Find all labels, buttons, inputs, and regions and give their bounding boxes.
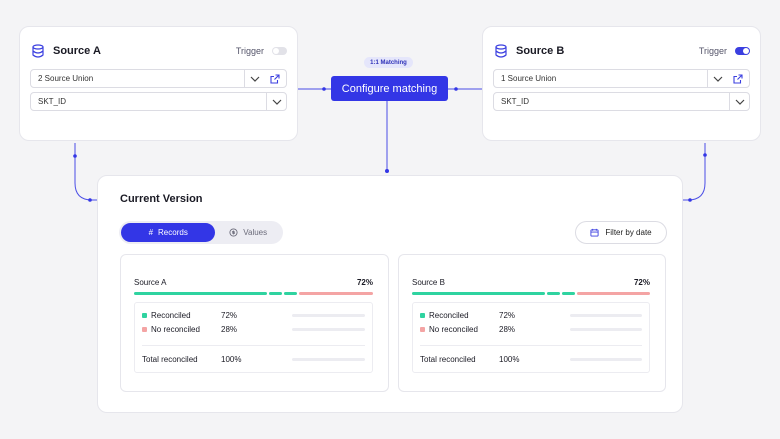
row-value: 28% — [221, 324, 238, 334]
total-label: Total reconciled — [142, 354, 198, 364]
row-track — [292, 313, 365, 317]
row-value: 28% — [499, 324, 516, 334]
chevron-down-icon[interactable] — [707, 70, 727, 87]
source-a-title: Source A — [53, 45, 101, 57]
stats-row: Reconciled 72% — [135, 309, 372, 321]
dataset-select[interactable]: 2 Source Union — [30, 69, 287, 88]
dataset-select[interactable]: 1 Source Union — [493, 69, 750, 88]
source-a-card: Source A Trigger 2 Source Union SKT_ID — [19, 26, 298, 141]
source-a-panel: Source A 72% Reconciled 72% No reconcile… — [120, 254, 389, 392]
current-version-card: Current Version # Records Values Filter … — [97, 175, 683, 413]
chevron-down-icon[interactable] — [244, 70, 264, 87]
chevron-down-icon[interactable] — [729, 93, 749, 110]
key-value: SKT_ID — [38, 97, 67, 106]
divider — [142, 345, 365, 346]
calendar-icon — [590, 228, 599, 237]
row-label: Reconciled — [151, 310, 191, 320]
panel-title: Source A — [134, 278, 167, 287]
panel-title: Source B — [412, 278, 445, 287]
database-icon — [495, 44, 507, 58]
view-toggle: # Records Values — [119, 221, 283, 244]
bar-segment-not-reconciled — [577, 292, 650, 295]
stats-row: Reconciled 72% — [413, 309, 649, 321]
tab-values[interactable]: Values — [215, 223, 281, 242]
bar-segment-reconciled — [562, 292, 575, 295]
stats-row: No reconciled 28% — [135, 323, 372, 335]
source-b-panel: Source B 72% Reconciled 72% No reconcile… — [398, 254, 666, 392]
reconciled-dot — [420, 312, 425, 318]
reconciliation-bar — [134, 292, 373, 295]
tab-values-label: Values — [243, 228, 268, 237]
coin-icon — [229, 228, 238, 237]
row-track — [292, 357, 365, 361]
page-title: Current Version — [120, 193, 203, 205]
source-b-title: Source B — [516, 45, 565, 57]
bar-segment-not-reconciled — [299, 292, 373, 295]
row-label: Reconciled — [429, 310, 469, 320]
total-value: 100% — [221, 354, 242, 364]
row-track — [570, 313, 642, 317]
not-reconciled-dot — [142, 326, 147, 332]
stats-row: No reconciled 28% — [413, 323, 649, 335]
filter-label: Filter by date — [605, 228, 652, 237]
trigger-label: Trigger — [235, 46, 264, 56]
row-label: No reconciled — [151, 324, 200, 334]
total-label: Total reconciled — [420, 354, 476, 364]
divider — [420, 345, 642, 346]
external-link-icon[interactable] — [264, 70, 286, 87]
row-track — [570, 327, 642, 331]
external-link-icon[interactable] — [727, 70, 749, 87]
bar-segment-reconciled — [134, 292, 267, 295]
row-value: 72% — [499, 310, 516, 320]
panel-percent: 72% — [356, 278, 373, 287]
row-track — [292, 327, 365, 331]
bar-segment-reconciled — [412, 292, 545, 295]
tab-records[interactable]: # Records — [121, 223, 216, 242]
row-track — [570, 357, 642, 361]
dataset-value: 1 Source Union — [501, 74, 557, 83]
bar-segment-reconciled — [284, 292, 297, 295]
configure-matching-button[interactable]: Configure matching — [331, 76, 448, 101]
row-value: 72% — [221, 310, 238, 320]
row-label: No reconciled — [429, 324, 478, 334]
bar-segment-reconciled — [547, 292, 560, 295]
hash-icon: # — [148, 228, 154, 237]
trigger-toggle[interactable] — [735, 47, 750, 55]
bar-segment-reconciled — [269, 292, 282, 295]
matching-badge: 1:1 Matching — [364, 57, 413, 68]
stats-table: Reconciled 72% No reconciled 28% Total r… — [134, 302, 373, 373]
panel-percent: 72% — [633, 278, 650, 287]
dataset-value: 2 Source Union — [38, 74, 94, 83]
trigger-label: Trigger — [698, 46, 727, 56]
stats-total-row: Total reconciled 100% — [413, 353, 649, 365]
key-select[interactable]: SKT_ID — [30, 92, 287, 111]
stats-total-row: Total reconciled 100% — [135, 353, 372, 365]
filter-by-date-button[interactable]: Filter by date — [575, 221, 667, 244]
stats-table: Reconciled 72% No reconciled 28% Total r… — [412, 302, 650, 373]
trigger-toggle[interactable] — [272, 47, 287, 55]
key-select[interactable]: SKT_ID — [493, 92, 750, 111]
tab-records-label: Records — [158, 228, 188, 237]
database-icon — [32, 44, 44, 58]
chevron-down-icon[interactable] — [266, 93, 286, 110]
total-value: 100% — [499, 354, 520, 364]
key-value: SKT_ID — [501, 97, 530, 106]
reconciled-dot — [142, 312, 147, 318]
not-reconciled-dot — [420, 326, 425, 332]
reconciliation-bar — [412, 292, 650, 295]
source-b-card: Source B Trigger 1 Source Union SKT_ID — [482, 26, 761, 141]
